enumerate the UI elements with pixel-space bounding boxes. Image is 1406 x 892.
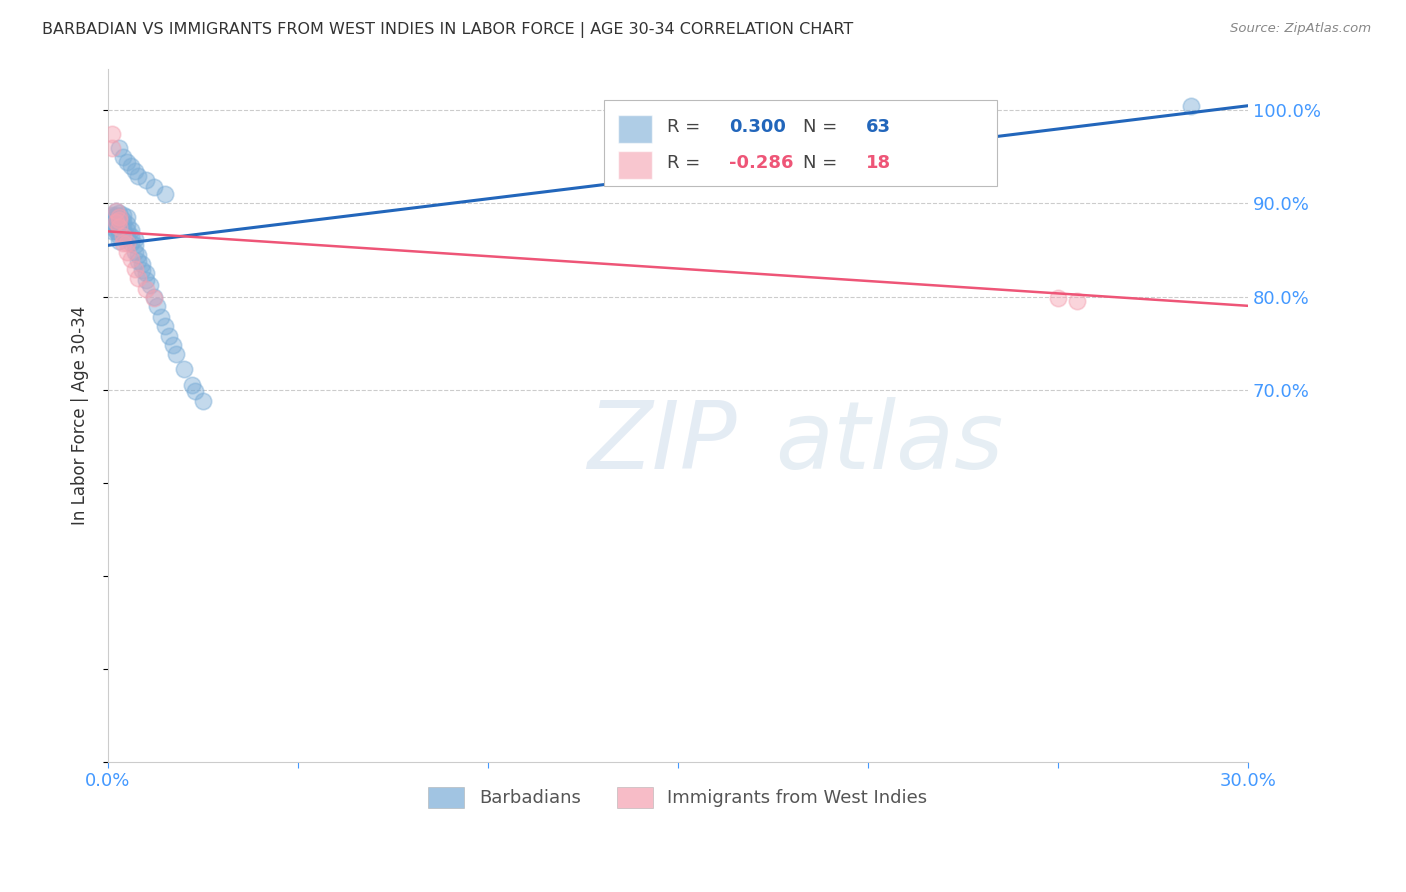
Point [115, 235, 138, 250]
Bar [617, 115, 652, 143]
Point [124, 261, 146, 276]
Point [112, 226, 135, 240]
Text: ZIP: ZIP [586, 397, 737, 489]
Point [157, 328, 180, 343]
Text: -0.286: -0.286 [730, 154, 794, 172]
Point [101, 219, 124, 234]
Point [135, 173, 157, 187]
Point [101, 127, 124, 141]
Text: N =: N = [803, 119, 844, 136]
Point [1066, 294, 1088, 309]
Point [104, 208, 127, 222]
Point [108, 219, 131, 234]
Point [120, 159, 142, 173]
Point [115, 217, 138, 231]
Text: R =: R = [666, 154, 706, 172]
Point [153, 187, 176, 202]
Point [135, 266, 157, 280]
Point [127, 169, 149, 183]
Point [112, 229, 135, 244]
Point [108, 211, 131, 225]
Point [112, 222, 135, 236]
Point [124, 238, 146, 252]
Text: BARBADIAN VS IMMIGRANTS FROM WEST INDIES IN LABOR FORCE | AGE 30-34 CORRELATION : BARBADIAN VS IMMIGRANTS FROM WEST INDIES… [42, 22, 853, 38]
Bar [617, 151, 652, 178]
Point [108, 215, 131, 229]
Point [112, 217, 135, 231]
Point [153, 319, 176, 334]
Point [115, 222, 138, 236]
Point [108, 229, 131, 244]
Point [104, 203, 127, 218]
Point [115, 244, 138, 259]
Text: 18: 18 [866, 154, 891, 172]
Text: Source: ZipAtlas.com: Source: ZipAtlas.com [1230, 22, 1371, 36]
Point [135, 282, 157, 296]
Bar [603, 100, 997, 186]
Point [120, 222, 142, 236]
Point [162, 338, 184, 352]
Point [127, 254, 149, 268]
Point [101, 208, 124, 222]
Y-axis label: In Labor Force | Age 30-34: In Labor Force | Age 30-34 [72, 306, 89, 524]
Point [108, 140, 131, 154]
Point [115, 211, 138, 225]
Point [131, 263, 153, 277]
Point [101, 211, 124, 225]
Point [124, 164, 146, 178]
Point [1046, 291, 1069, 305]
Text: N =: N = [803, 154, 844, 172]
Point [191, 393, 214, 408]
Point [104, 203, 127, 218]
Point [173, 362, 195, 376]
Text: atlas: atlas [775, 397, 1002, 489]
Point [146, 299, 169, 313]
Point [115, 154, 138, 169]
Point [104, 217, 127, 231]
Point [104, 219, 127, 234]
Text: 0.300: 0.300 [730, 119, 786, 136]
Point [142, 291, 165, 305]
Point [108, 213, 131, 227]
Point [127, 271, 149, 285]
Point [120, 229, 142, 244]
Point [131, 257, 153, 271]
Point [165, 347, 187, 361]
Point [104, 213, 127, 227]
Point [120, 252, 142, 267]
Point [127, 247, 149, 261]
Point [108, 206, 131, 220]
Point [104, 211, 127, 225]
Point [135, 273, 157, 287]
Point [1180, 99, 1202, 113]
Point [112, 208, 135, 222]
Legend: Barbadians, Immigrants from West Indies: Barbadians, Immigrants from West Indies [420, 780, 935, 815]
Text: 63: 63 [866, 119, 891, 136]
Point [142, 179, 165, 194]
Point [108, 211, 131, 225]
Point [184, 384, 207, 399]
Point [108, 219, 131, 234]
Point [101, 224, 124, 238]
Point [108, 234, 131, 248]
Point [104, 224, 127, 238]
Point [180, 378, 202, 392]
Point [139, 278, 162, 293]
Point [104, 215, 127, 229]
Point [112, 235, 135, 250]
Point [124, 232, 146, 246]
Point [120, 235, 142, 250]
Point [115, 229, 138, 244]
Text: R =: R = [666, 119, 706, 136]
Point [142, 289, 165, 303]
Point [108, 224, 131, 238]
Point [124, 244, 146, 259]
Point [112, 150, 135, 164]
Point [150, 310, 173, 324]
Point [101, 140, 124, 154]
Point [101, 215, 124, 229]
Point [112, 213, 135, 227]
Point [101, 213, 124, 227]
